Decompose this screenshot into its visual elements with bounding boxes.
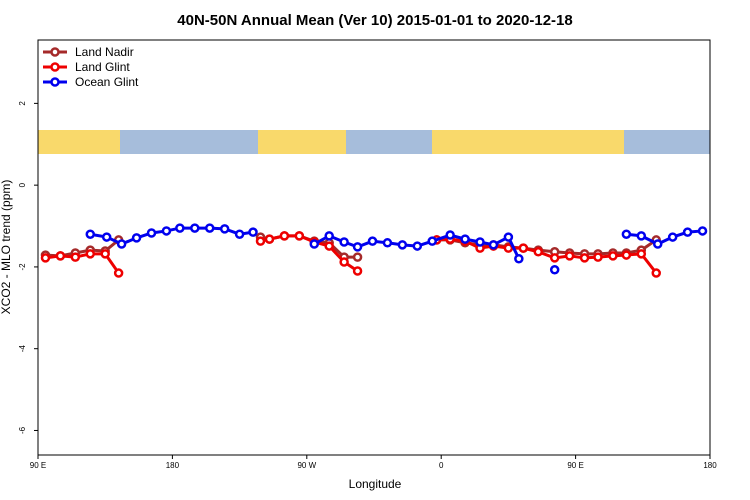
- point: [234, 229, 245, 239]
- x-tick-label: 90 E: [30, 461, 46, 470]
- point: [161, 226, 172, 236]
- plot-frame: [37, 39, 711, 456]
- point: [294, 231, 305, 241]
- legend-marker: [50, 62, 60, 72]
- point: [352, 242, 363, 252]
- point: [445, 230, 455, 240]
- chart-title: 40N-50N Annual Mean (Ver 10) 2015-01-01 …: [177, 12, 572, 29]
- point: [682, 227, 693, 237]
- point: [264, 234, 275, 244]
- point: [175, 223, 185, 233]
- y-tick-label: 0: [18, 182, 27, 187]
- point: [352, 266, 363, 276]
- point: [100, 249, 110, 259]
- point: [533, 247, 544, 257]
- point: [593, 252, 603, 262]
- y-tick-label: 2: [18, 101, 27, 106]
- point: [549, 253, 560, 263]
- point: [116, 239, 127, 249]
- point: [85, 229, 96, 239]
- point: [488, 240, 499, 250]
- point: [564, 251, 575, 261]
- point: [367, 236, 378, 246]
- point: [636, 249, 647, 259]
- y-axis-label: XCO2 - MLO trend (ppm): [0, 180, 13, 315]
- point: [339, 237, 349, 247]
- point: [621, 229, 632, 239]
- point: [549, 265, 560, 275]
- x-tick-label: 90 E: [567, 461, 583, 470]
- point: [608, 251, 618, 261]
- point: [697, 226, 708, 236]
- x-tick-label: 180: [703, 461, 717, 470]
- point: [382, 238, 393, 248]
- point: [579, 253, 590, 263]
- legend-label: Land Nadir: [75, 45, 134, 59]
- legend-label: Land Glint: [75, 60, 130, 74]
- legend-marker: [50, 47, 60, 57]
- point: [146, 228, 157, 238]
- point: [309, 239, 320, 249]
- point: [131, 233, 142, 243]
- point: [324, 241, 334, 251]
- map-land: [258, 130, 346, 154]
- y-tick-label: -4: [18, 345, 27, 353]
- point: [412, 241, 423, 251]
- point: [219, 224, 230, 234]
- point: [427, 236, 437, 246]
- x-axis-label: Longitude: [349, 477, 402, 491]
- x-tick-label: 0: [439, 461, 444, 470]
- point: [621, 250, 632, 260]
- point: [503, 232, 514, 242]
- point: [204, 223, 215, 233]
- point: [101, 232, 112, 242]
- point: [55, 251, 66, 261]
- point: [352, 252, 363, 262]
- point: [518, 243, 529, 253]
- point: [40, 253, 51, 263]
- point: [475, 237, 485, 247]
- point: [651, 268, 661, 278]
- point: [70, 252, 81, 262]
- point: [248, 227, 258, 237]
- point: [85, 249, 96, 259]
- point: [255, 236, 266, 246]
- point: [324, 231, 334, 241]
- x-tick-label: 90 W: [297, 461, 316, 470]
- legend-label: Ocean Glint: [75, 75, 139, 89]
- point: [667, 232, 678, 242]
- legend-marker: [50, 77, 60, 87]
- point: [190, 223, 200, 233]
- point: [279, 231, 290, 241]
- point: [636, 231, 647, 241]
- point: [339, 257, 349, 267]
- map-land: [432, 130, 624, 154]
- point: [460, 234, 470, 244]
- x-tick-label: 180: [166, 461, 180, 470]
- point: [113, 268, 124, 278]
- point: [503, 243, 514, 253]
- point: [652, 239, 663, 249]
- map-strip: [38, 130, 710, 154]
- y-tick-label: -2: [18, 263, 27, 271]
- point: [514, 253, 524, 264]
- y-tick-label: -6: [18, 426, 27, 434]
- point: [397, 240, 408, 250]
- map-land: [38, 130, 120, 154]
